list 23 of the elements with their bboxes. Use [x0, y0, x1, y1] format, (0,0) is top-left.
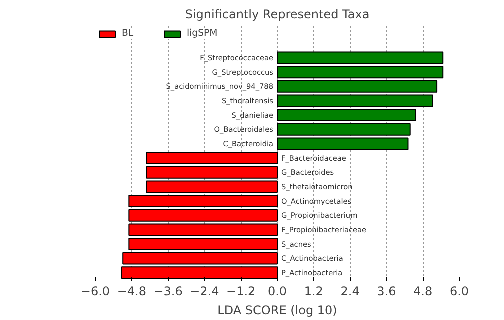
x-tick-label: −2.4 [190, 284, 220, 298]
bar [277, 109, 416, 122]
bar [277, 80, 438, 93]
x-tick-label: 6.0 [450, 284, 470, 298]
x-tick-label: 1.2 [304, 284, 324, 298]
bar [277, 66, 444, 79]
legend-label: BL [122, 28, 135, 39]
bar [128, 238, 278, 250]
x-tick-label: 2.4 [340, 284, 360, 298]
legend-label: ligSPM [187, 28, 218, 39]
x-tick-label: 4.8 [414, 284, 433, 298]
x-tick-label: 0.0 [268, 284, 288, 298]
bar [277, 52, 444, 64]
bar [128, 195, 278, 208]
chart-title: Significantly Represented Taxa [185, 8, 370, 22]
x-tick-label: −6.0 [80, 284, 110, 298]
x-axis-title: LDA SCORE (log 10) [218, 304, 338, 318]
x-tick-label: −4.8 [117, 284, 146, 298]
x-tick-label: −3.6 [154, 284, 183, 298]
bar [277, 94, 434, 108]
x-tick-label: 3.6 [377, 284, 396, 298]
x-tick-label: −1.2 [226, 284, 256, 298]
bar [146, 152, 278, 165]
